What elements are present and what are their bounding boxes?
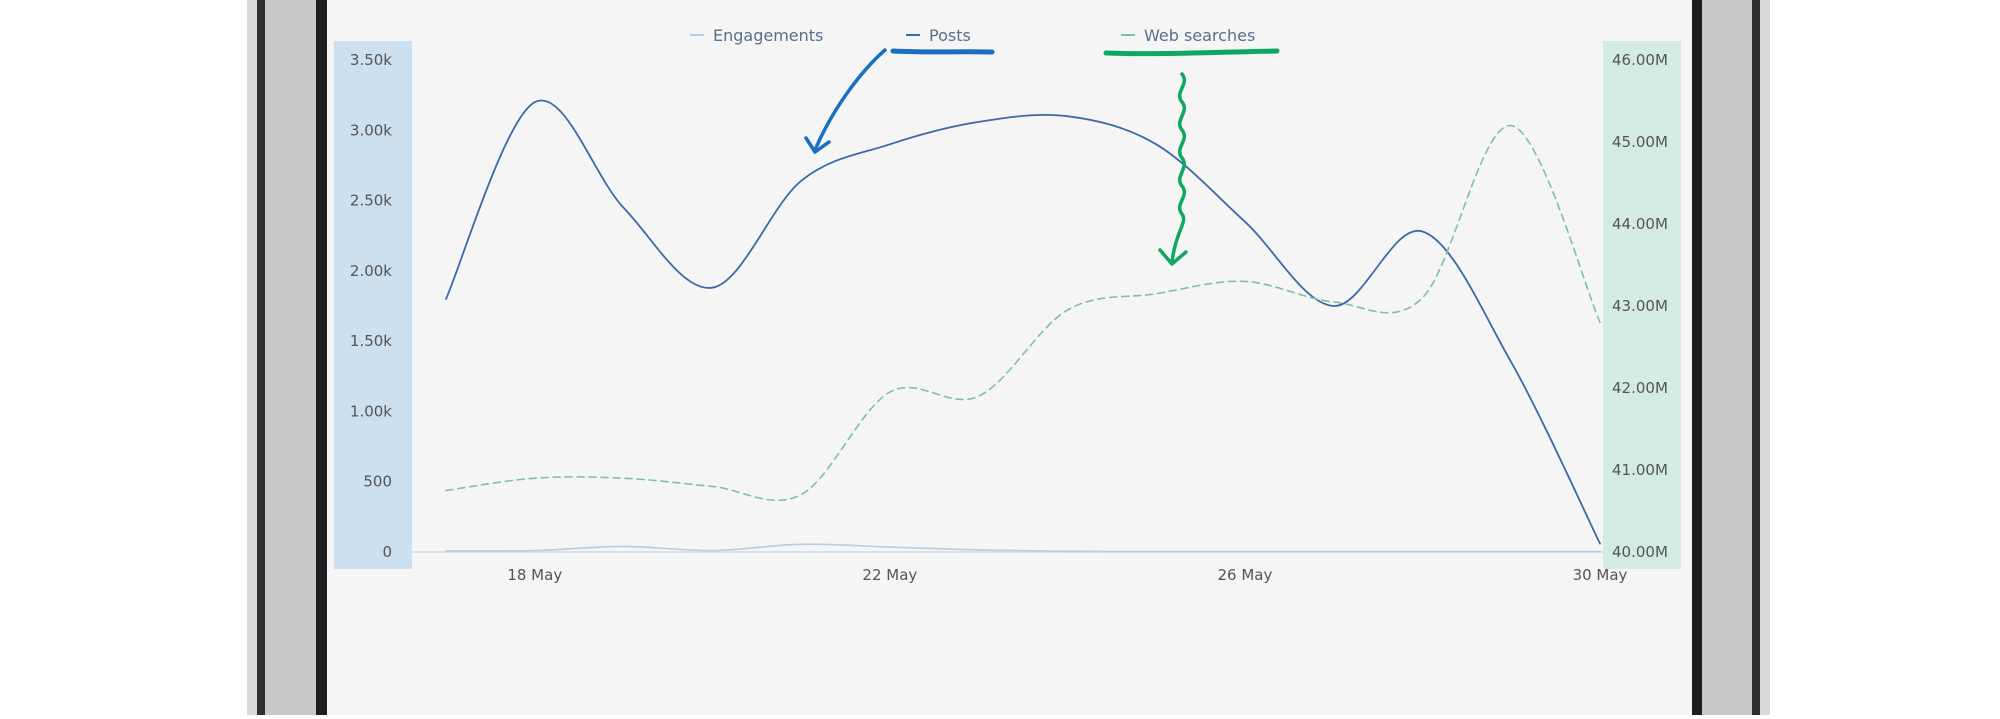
left-tick-label: 500 [363, 473, 392, 491]
right-tick-label: 45.00M [1612, 133, 1668, 151]
web-searches-arrow-head [1158, 248, 1188, 266]
right-tick-label: 46.00M [1612, 51, 1668, 69]
x-tick-label: 22 May [862, 566, 917, 584]
right-tick-label: 44.00M [1612, 215, 1668, 233]
left-tick-label: 2.00k [350, 262, 392, 280]
right-tick-label: 43.00M [1612, 297, 1668, 315]
posts-arrow [813, 48, 887, 152]
annotation-web-searches [1103, 48, 1280, 266]
legend-item-posts[interactable]: Posts [906, 26, 971, 45]
series-line-engagements [445, 543, 1601, 553]
screen-background [327, 0, 1692, 715]
x-tick-label: 30 May [1573, 566, 1628, 584]
legend-label: Engagements [713, 26, 823, 45]
posts-arrow-head [804, 136, 831, 154]
left-tick-label: 3.50k [350, 51, 392, 69]
x-tick-label: 26 May [1217, 566, 1272, 584]
annotation-posts [804, 48, 995, 154]
left-tick-label: 1.50k [350, 332, 392, 350]
legend[interactable]: Engagements Posts Web searches [690, 26, 1255, 45]
left-tick-label: 1.00k [350, 402, 392, 420]
x-tick-label: 18 May [507, 566, 562, 584]
series-layer [445, 99, 1601, 553]
left-tick-label: 3.00k [350, 121, 392, 139]
left-axis-band [334, 41, 412, 569]
right-tick-label: 40.00M [1612, 543, 1668, 561]
x-axis: 18 May 22 May 26 May 30 May [507, 566, 1627, 584]
series-line-posts [445, 99, 1601, 545]
right-axis: 40.00M 41.00M 42.00M 43.00M 44.00M 45.00M 46.0… [1612, 51, 1668, 561]
left-tick-label: 2.50k [350, 192, 392, 210]
series-line-web-searches [445, 124, 1601, 502]
legend-label: Web searches [1144, 26, 1255, 45]
right-tick-label: 42.00M [1612, 379, 1668, 397]
legend-item-engagements[interactable]: Engagements [690, 26, 823, 45]
left-tick-label: 0 [382, 543, 392, 561]
right-axis-band [1603, 41, 1681, 569]
web-searches-squiggle-arrow [1170, 72, 1186, 264]
right-tick-label: 41.00M [1612, 461, 1668, 479]
legend-item-web-searches[interactable]: Web searches [1121, 26, 1255, 45]
web-searches-underline [1103, 48, 1280, 57]
left-axis: 0 500 1.00k 1.50k 2.00k 2.50k 3.00k 3.50k [350, 51, 392, 561]
posts-underline [890, 48, 995, 55]
legend-label: Posts [929, 26, 971, 45]
